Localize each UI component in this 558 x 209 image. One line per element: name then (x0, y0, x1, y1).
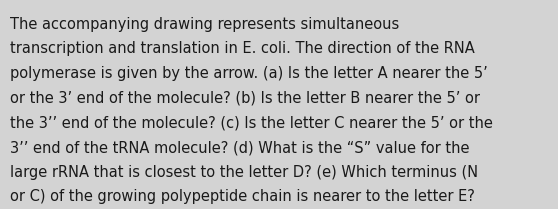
Text: or C) of the growing polypeptide chain is nearer to the letter E?: or C) of the growing polypeptide chain i… (10, 189, 475, 204)
Text: polymerase is given by the arrow. (a) Is the letter A nearer the 5’: polymerase is given by the arrow. (a) Is… (10, 66, 488, 81)
Text: 3’’ end of the tRNA molecule? (d) What is the “S” value for the: 3’’ end of the tRNA molecule? (d) What i… (10, 140, 469, 155)
Text: or the 3’ end of the molecule? (b) Is the letter B nearer the 5’ or: or the 3’ end of the molecule? (b) Is th… (10, 91, 480, 106)
Text: transcription and translation in E. coli. The direction of the RNA: transcription and translation in E. coli… (10, 41, 475, 56)
Text: large rRNA that is closest to the letter D? (e) Which terminus (N: large rRNA that is closest to the letter… (10, 165, 478, 180)
Text: the 3’’ end of the molecule? (c) Is the letter C nearer the 5’ or the: the 3’’ end of the molecule? (c) Is the … (10, 115, 493, 130)
Text: The accompanying drawing represents simultaneous: The accompanying drawing represents simu… (10, 17, 400, 32)
